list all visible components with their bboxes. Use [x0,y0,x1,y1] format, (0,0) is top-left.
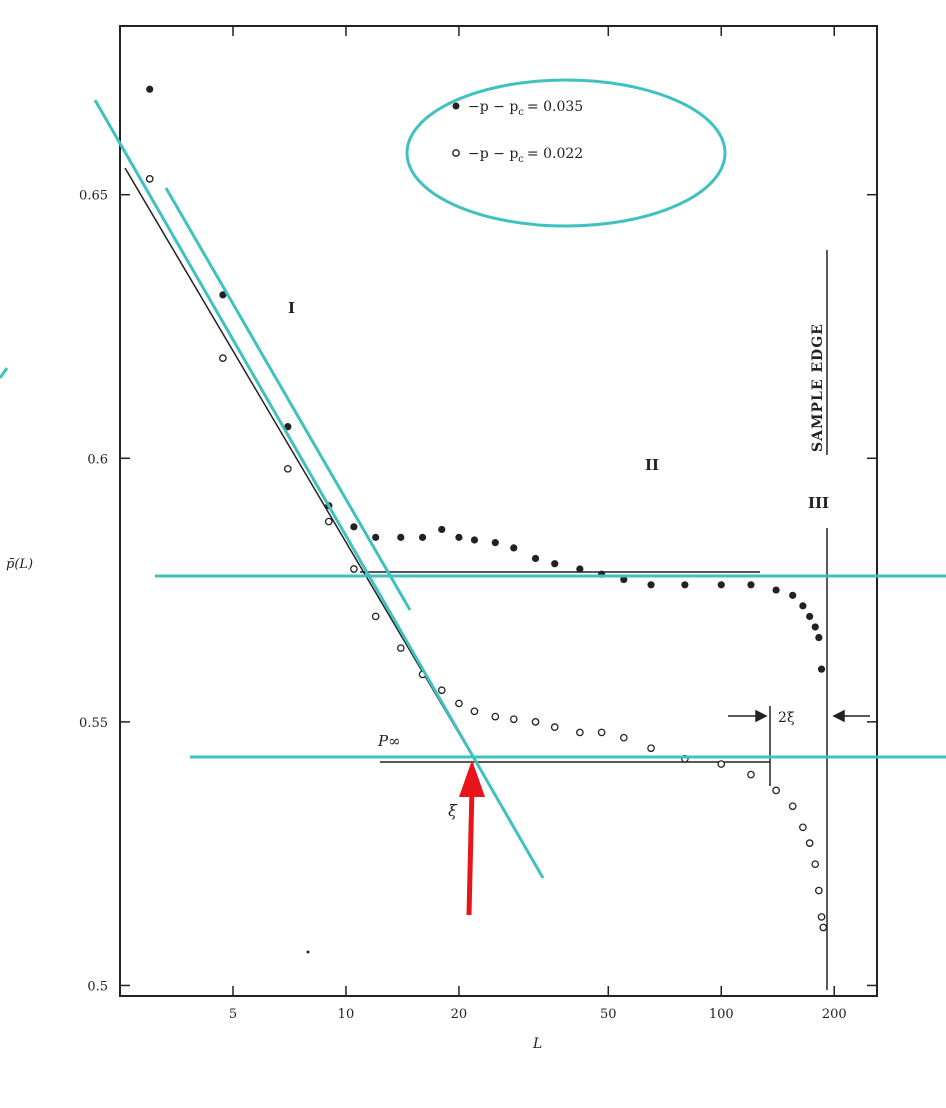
x-tick-label: 100 [709,1007,734,1022]
data-point-open [811,860,820,869]
data-point-open [550,723,559,731]
svg-text:−p − pc= 0.035: −p − pc = 0.035 [468,99,583,118]
legend-value-1: = 0.022 [527,146,583,162]
legend-marker-filled [452,102,460,110]
legend-sub-1: c [518,154,524,165]
data-point-filled [817,665,826,673]
legend-marker-open [452,149,460,157]
data-point-open [815,886,823,895]
data-point-open [819,923,828,932]
data-point-open [324,517,333,526]
y-tick-label: 0.55 [79,716,108,731]
data-point-filled [438,525,446,534]
axis-ticks: 5 10 20 50 100 200 0.5 0.55 0.6 0.65 [79,26,877,1022]
data-point-filled [681,581,689,589]
x-axis-label: L [532,1036,542,1052]
series-0035 [146,85,826,673]
data-point-filled [510,544,518,552]
p-infinity-label: P∞ [377,732,401,750]
data-point-open [531,718,540,726]
legend-sub-0: c [518,107,524,118]
legend-highlight-ellipse [405,78,727,228]
data-point-filled [576,565,584,573]
x-tick-label: 200 [822,1007,847,1022]
two-xi-arrows [728,709,870,723]
legend: −p − pc = 0.035 −p − pc = 0.022 [452,99,583,165]
data-point-open [619,733,628,742]
plot-frame [119,25,878,997]
red-arrow [459,760,485,916]
data-point-filled [815,633,823,642]
teal-fit-line-1 [93,99,545,879]
data-point-open [491,712,500,721]
data-point-open [717,760,726,768]
data-point-filled [789,591,797,599]
data-point-filled [717,581,725,589]
data-point-filled [747,581,755,589]
data-point-filled [551,560,559,568]
x-tick-label: 20 [451,1007,468,1022]
data-point-open [788,802,797,811]
x-tick-label: 5 [229,1007,237,1022]
data-point-filled [799,602,807,610]
two-xi-label: 2ξ [778,710,795,726]
teal-fit-line-2 [164,187,412,611]
data-point-open [509,715,518,724]
data-point-filled [531,554,540,563]
y-tick-label: 0.65 [79,189,108,204]
data-point-filled [284,423,292,431]
data-point-filled [418,533,427,541]
data-point-filled [470,536,479,544]
data-point-filled [397,533,405,541]
data-point-open [799,823,807,832]
region-3-label: III [808,494,829,512]
teal-edge-mark [0,367,9,379]
y-tick-label: 0.6 [87,452,108,467]
svg-text:−p − pc= 0.022: −p − pc = 0.022 [468,146,583,165]
region-2-label: II [645,456,659,474]
legend-label-0: −p − p [468,99,518,115]
data-point-open [647,744,655,753]
black-reference-lines [124,167,828,990]
data-point-open [219,354,227,362]
data-point-filled [620,575,628,584]
x-tick-label: 50 [600,1007,617,1022]
data-point-open [597,728,606,737]
data-point-filled [491,539,499,547]
data-point-filled [372,533,380,541]
data-point-filled [455,533,463,541]
data-point-open [772,786,780,795]
data-point-open [350,565,358,573]
data-point-open [817,913,826,921]
region-1-label: I [288,299,295,317]
data-point-open [437,686,446,695]
data-point-open [805,839,814,847]
data-point-filled [219,291,227,299]
data-point-open [747,770,755,779]
x-tick-label: 10 [338,1007,355,1022]
data-point-filled [647,581,655,589]
data-point-open [145,175,154,183]
y-tick-label: 0.5 [87,979,108,994]
data-point-filled [146,85,154,93]
data-point-filled [806,612,814,621]
xi-label: ξ [448,801,458,820]
data-point-open [576,728,584,737]
legend-label-1: −p − p [468,146,518,162]
data-point-filled [811,623,819,631]
teal-overlay [0,78,946,879]
sample-edge-label: SAMPLE EDGE [810,323,826,452]
data-point-open [283,464,292,473]
data-point-open [470,707,479,716]
data-point-open [396,644,405,652]
data-point-open [371,612,380,621]
data-point-filled [772,586,780,594]
data-point-open [455,699,463,708]
data-point-filled [350,523,358,531]
y-axis-label: p̄(L) [6,557,33,572]
legend-value-0: = 0.035 [527,99,583,115]
series-0022 [145,175,828,932]
scan-speck [306,950,310,954]
